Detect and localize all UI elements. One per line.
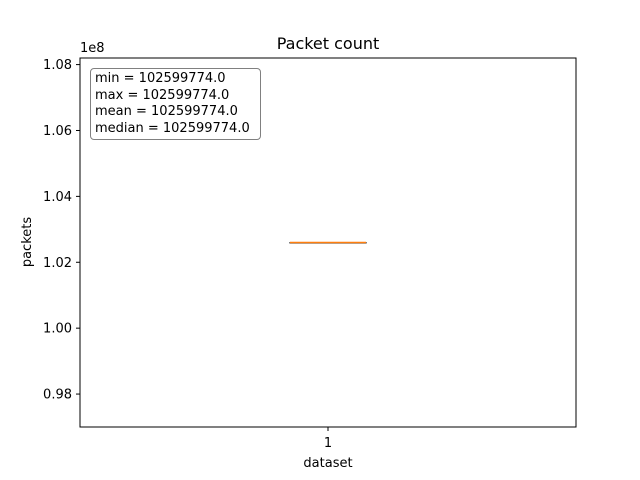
- box-series: [289, 241, 367, 244]
- x-axis-label: dataset: [303, 456, 352, 471]
- y-tick-label: 1.02: [43, 256, 72, 271]
- stats-min: min = 102599774.0: [95, 71, 226, 86]
- y-tick-label: 0.98: [43, 388, 72, 403]
- y-axis: 0.98 1.00 1.02 1.04 1.06 1.08: [43, 58, 80, 403]
- y-axis-label: packets: [20, 217, 35, 268]
- stats-mean: mean = 102599774.0: [95, 104, 238, 119]
- y-tick-label: 1.06: [43, 124, 72, 139]
- chart-title: Packet count: [277, 34, 380, 53]
- y-tick-label: 1.04: [43, 190, 72, 205]
- x-axis: 1: [324, 427, 332, 451]
- stats-median: median = 102599774.0: [95, 120, 250, 136]
- y-tick-label: 1.08: [43, 58, 72, 73]
- y-offset-label: 1e8: [80, 41, 105, 56]
- x-tick-label: 1: [324, 436, 332, 451]
- stats-box: min = 102599774.0 max = 102599774.0 mean…: [90, 68, 261, 140]
- y-tick-label: 1.00: [43, 322, 72, 337]
- stats-max: max = 102599774.0: [95, 87, 230, 103]
